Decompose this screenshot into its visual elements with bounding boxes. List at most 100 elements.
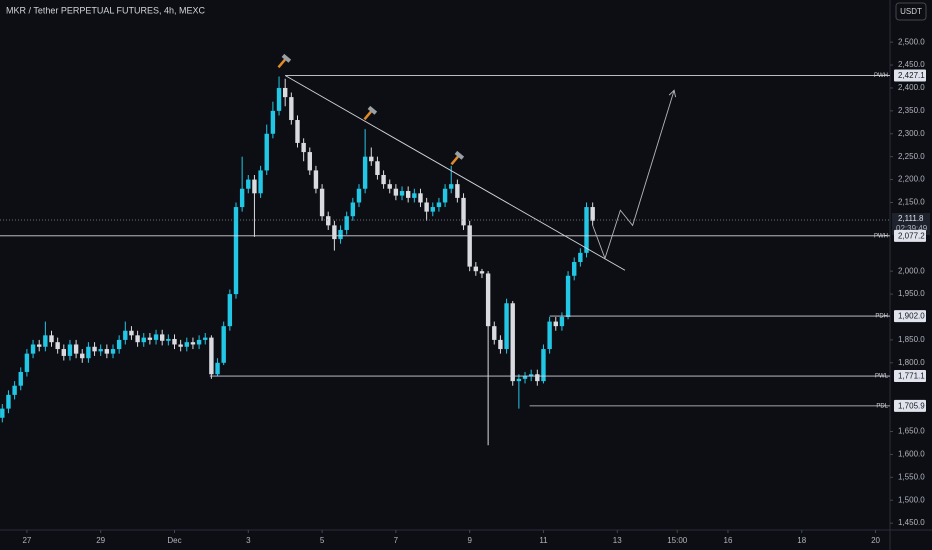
candle-body bbox=[153, 334, 159, 340]
candle-body bbox=[86, 346, 91, 359]
y-tick-label: 2,400.0 bbox=[898, 83, 925, 92]
candle-body bbox=[49, 335, 54, 343]
candle-body bbox=[492, 326, 497, 340]
candle-body bbox=[344, 216, 349, 230]
y-tick-label: 2,350.0 bbox=[898, 106, 925, 115]
countdown: 02:39:49 bbox=[896, 224, 928, 233]
y-tick-label: 1,550.0 bbox=[898, 472, 925, 481]
candle-body bbox=[547, 321, 552, 350]
hammer-icon bbox=[363, 105, 378, 121]
candle-body bbox=[233, 207, 239, 295]
candle-body bbox=[418, 193, 423, 203]
y-tick-label: 2,300.0 bbox=[898, 129, 925, 138]
candle-body bbox=[412, 193, 417, 198]
candle-body bbox=[467, 225, 472, 267]
candle-body bbox=[166, 338, 171, 341]
candle-body bbox=[203, 337, 208, 340]
x-tick-label: 27 bbox=[22, 536, 31, 545]
y-tick-label: 2,500.0 bbox=[898, 37, 925, 46]
level-name: PWH bbox=[874, 233, 888, 239]
candle-body bbox=[172, 338, 177, 345]
candle-body bbox=[510, 303, 515, 382]
y-tick-label: 1,850.0 bbox=[898, 335, 925, 344]
candle-body bbox=[239, 188, 245, 208]
candle-body bbox=[159, 334, 165, 341]
x-tick-label: 29 bbox=[96, 536, 105, 545]
candle-body bbox=[80, 353, 85, 359]
y-tick-label: 1,600.0 bbox=[898, 450, 925, 459]
candle-body bbox=[387, 184, 392, 189]
candle-body bbox=[190, 342, 196, 345]
y-tick-label: 2,200.0 bbox=[898, 175, 925, 184]
candle-body bbox=[449, 184, 454, 189]
candle-body bbox=[356, 188, 362, 203]
y-tick-label: 2,450.0 bbox=[898, 60, 925, 69]
level-name: PWL bbox=[875, 374, 889, 380]
candle-body bbox=[430, 207, 435, 212]
level-tag bbox=[894, 69, 926, 82]
candle-body bbox=[104, 349, 110, 354]
candle-body bbox=[252, 179, 257, 194]
candle-body bbox=[221, 326, 226, 363]
candle-body bbox=[43, 335, 48, 347]
currency-button[interactable] bbox=[895, 2, 927, 21]
y-tick-label: 1,800.0 bbox=[898, 358, 925, 367]
level-name: PDL bbox=[876, 403, 888, 409]
candle-body bbox=[270, 110, 276, 134]
candle-body bbox=[559, 316, 565, 327]
projection-path bbox=[592, 90, 675, 260]
candle-body bbox=[30, 344, 36, 354]
candle-body bbox=[12, 385, 17, 395]
chart-title: MKR / Tether PERPETUAL FUTURES, 4h, MEXC bbox=[6, 5, 206, 15]
level-value: 1,771.1 bbox=[898, 372, 925, 381]
x-tick-label: 18 bbox=[797, 536, 806, 545]
candle-body bbox=[67, 344, 73, 356]
candle-body bbox=[0, 408, 5, 418]
level-tag bbox=[894, 399, 926, 412]
level-tag bbox=[894, 229, 926, 242]
candle-body bbox=[246, 179, 251, 189]
x-tick-label: 16 bbox=[724, 536, 733, 545]
candle-body bbox=[307, 152, 312, 171]
y-tick-label: 2,000.0 bbox=[898, 266, 925, 275]
candle-body bbox=[61, 349, 67, 356]
y-tick-label: 1,500.0 bbox=[898, 495, 925, 504]
candle-body bbox=[276, 87, 282, 111]
candle-body bbox=[436, 202, 442, 208]
candle-body bbox=[258, 170, 263, 194]
candle-body bbox=[178, 344, 183, 347]
x-tick-label: 5 bbox=[320, 536, 325, 545]
level-value: 1,902.0 bbox=[898, 312, 925, 321]
candle-body bbox=[73, 344, 79, 354]
candle-body bbox=[528, 374, 534, 377]
hammer-icon bbox=[277, 53, 292, 69]
y-tick-label: 1,950.0 bbox=[898, 289, 925, 298]
x-tick-label: 11 bbox=[539, 536, 548, 545]
candle-body bbox=[215, 362, 220, 375]
current-price-label: 2,111.8 bbox=[898, 214, 924, 223]
x-tick-label: 7 bbox=[394, 536, 399, 545]
hammer-icon bbox=[450, 150, 465, 166]
candle-body bbox=[98, 349, 103, 352]
candle-body bbox=[350, 202, 356, 217]
projection-arrowhead bbox=[668, 89, 676, 98]
currency-label: USDT bbox=[900, 7, 922, 16]
level-name: PDH bbox=[875, 314, 888, 320]
candle-body bbox=[301, 142, 306, 153]
candle-body bbox=[590, 207, 595, 221]
candle-body bbox=[516, 378, 522, 382]
level-name: PWH bbox=[874, 73, 888, 79]
trendline bbox=[284, 75, 626, 271]
level-tag bbox=[894, 310, 926, 323]
x-tick-label: 15:00 bbox=[667, 536, 688, 545]
candle-body bbox=[522, 376, 528, 379]
candle-body bbox=[369, 156, 374, 162]
candle-body bbox=[24, 353, 30, 372]
candle-body bbox=[381, 174, 386, 185]
candle-body bbox=[289, 97, 294, 121]
candle-body bbox=[37, 344, 42, 347]
candle-body bbox=[319, 188, 325, 217]
